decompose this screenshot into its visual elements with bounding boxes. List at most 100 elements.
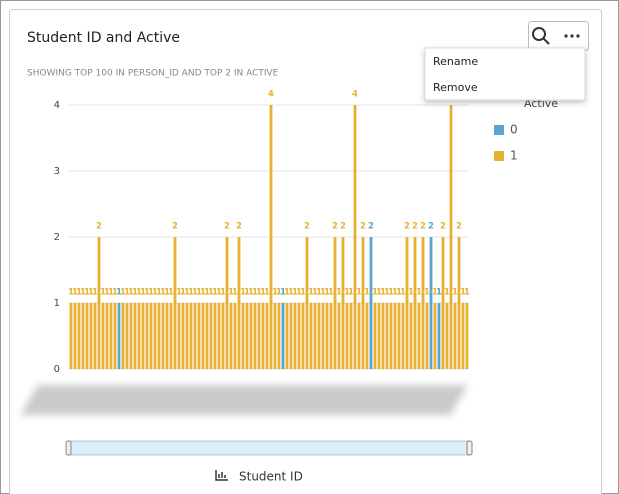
legend-label: 1	[510, 149, 518, 163]
bar	[285, 303, 289, 369]
data-label: 1	[160, 288, 166, 298]
bar	[73, 303, 77, 369]
bar	[257, 303, 261, 369]
scrollbar[interactable]	[68, 440, 470, 456]
data-label: 1	[280, 288, 286, 298]
menu-item[interactable]: Rename	[433, 55, 478, 68]
bar	[173, 237, 177, 369]
data-label: 1	[272, 288, 278, 298]
bar	[253, 303, 257, 369]
data-label: 1	[348, 288, 354, 298]
data-label: 2	[172, 222, 178, 232]
bar	[141, 303, 145, 369]
data-label: 1	[80, 288, 86, 298]
data-label: 2	[368, 222, 374, 232]
bar	[465, 303, 469, 369]
data-label: 1	[100, 288, 106, 298]
data-label: 1	[156, 288, 162, 298]
data-label: 2	[304, 222, 310, 232]
bar	[289, 303, 293, 369]
bar	[401, 303, 405, 369]
data-label: 1	[176, 288, 182, 298]
bar	[341, 237, 345, 369]
data-label: 4	[268, 90, 274, 100]
search-icon	[542, 37, 550, 45]
data-label: 1	[260, 288, 266, 298]
bar	[261, 303, 265, 369]
bar	[377, 303, 381, 369]
bar	[217, 303, 221, 369]
data-label: 1	[308, 288, 314, 298]
data-label: 1	[212, 288, 218, 298]
bar	[385, 303, 389, 369]
bar	[101, 303, 105, 369]
data-label: 1	[148, 288, 154, 298]
data-label: 1	[364, 288, 370, 298]
scroll-handle[interactable]	[466, 440, 473, 456]
data-label: 1	[460, 288, 466, 298]
bar	[121, 303, 125, 369]
bar	[365, 303, 369, 369]
data-label: 1	[356, 288, 362, 298]
bar	[205, 303, 209, 369]
bar	[417, 303, 421, 369]
data-label: 2	[224, 222, 230, 232]
data-label: 1	[336, 288, 342, 298]
bar	[189, 303, 193, 369]
bar	[313, 303, 317, 369]
chart-subtitle: SHOWING TOP 100 IN PERSON_ID AND TOP 2 I…	[27, 69, 279, 79]
data-label: 1	[408, 288, 414, 298]
bar	[249, 303, 253, 369]
bar	[429, 237, 433, 369]
data-label: 1	[320, 288, 326, 298]
bar	[177, 303, 181, 369]
y-tick-label: 0	[54, 364, 60, 375]
bar	[281, 303, 285, 369]
bar	[305, 237, 309, 369]
data-label: 1	[164, 288, 170, 298]
bar	[81, 303, 85, 369]
context-menu: Rename Remove	[424, 47, 586, 101]
data-label: 2	[412, 222, 418, 232]
bar	[325, 303, 329, 369]
data-label: 1	[216, 288, 222, 298]
bar	[273, 303, 277, 369]
data-label: 1	[384, 288, 390, 298]
data-label: 1	[316, 288, 322, 298]
data-label: 1	[76, 288, 82, 298]
bar	[69, 303, 73, 369]
legend-label: 0	[510, 123, 518, 137]
menu-item[interactable]: Remove	[433, 81, 478, 94]
bar	[113, 303, 117, 369]
data-label: 1	[244, 288, 250, 298]
data-label: 1	[196, 288, 202, 298]
data-label: 2	[236, 222, 242, 232]
bar	[425, 303, 429, 369]
bar	[181, 303, 185, 369]
data-label: 1	[208, 288, 214, 298]
data-label: 2	[360, 222, 366, 232]
bar	[405, 237, 409, 369]
data-label: 1	[452, 288, 458, 298]
bar	[333, 237, 337, 369]
bar	[213, 303, 217, 369]
bar	[145, 303, 149, 369]
data-label: 1	[392, 288, 398, 298]
more-button[interactable]	[564, 34, 580, 38]
data-label: 1	[264, 288, 270, 298]
bar	[93, 303, 97, 369]
data-label: 1	[400, 288, 406, 298]
bar	[185, 303, 189, 369]
data-label: 1	[128, 288, 134, 298]
data-label: 1	[72, 288, 78, 298]
bar	[329, 303, 333, 369]
bar	[309, 303, 313, 369]
data-label: 1	[388, 288, 394, 298]
y-tick-label: 2	[54, 232, 60, 243]
data-label: 1	[248, 288, 254, 298]
x-axis-label: Student ID	[239, 470, 303, 484]
scroll-handle[interactable]	[65, 440, 72, 456]
bar	[229, 303, 233, 369]
data-label: 1	[104, 288, 110, 298]
bar	[265, 303, 269, 369]
